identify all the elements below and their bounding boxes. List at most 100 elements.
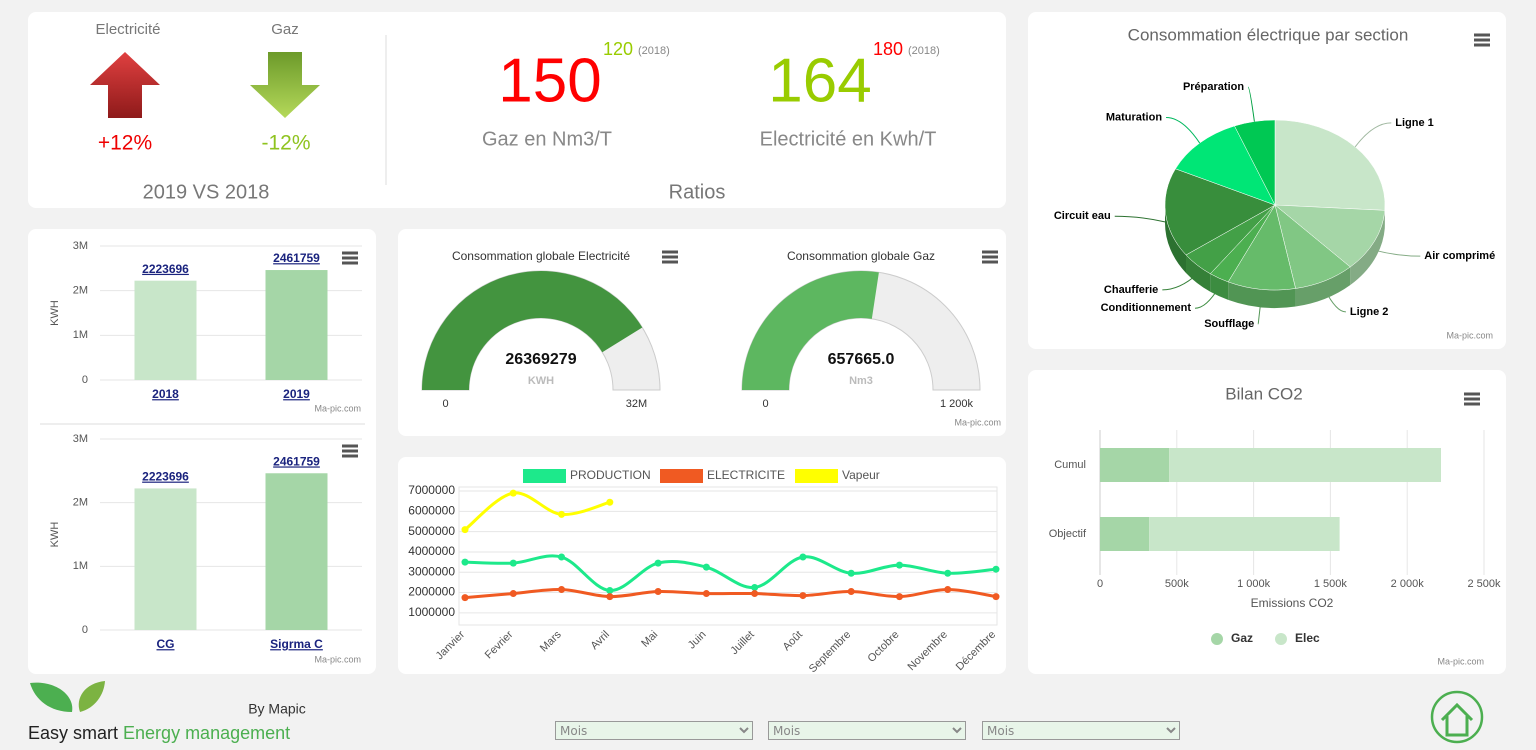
marker bbox=[799, 592, 807, 600]
gauge-value bbox=[422, 270, 643, 390]
menu-button[interactable] bbox=[662, 255, 678, 259]
gauge-value bbox=[742, 271, 879, 390]
chart-title: Bilan CO2 bbox=[1225, 384, 1302, 403]
data-label: 2461759 bbox=[273, 251, 320, 265]
label-connector bbox=[1354, 122, 1392, 148]
legend-label[interactable]: ELECTRICITE bbox=[707, 468, 785, 482]
menu-button[interactable] bbox=[342, 251, 358, 255]
marker bbox=[558, 585, 566, 593]
marker bbox=[606, 498, 614, 506]
y-axis-label: KWH bbox=[49, 522, 61, 548]
menu-button[interactable] bbox=[662, 260, 678, 264]
plot-frame bbox=[458, 486, 998, 626]
y-tick-label: 0 bbox=[82, 374, 88, 386]
legend-marker[interactable] bbox=[1211, 633, 1223, 645]
y-tick-label: 6000000 bbox=[408, 504, 455, 518]
data-label: 2461759 bbox=[273, 454, 320, 468]
menu-button[interactable] bbox=[982, 255, 998, 259]
credit: Ma-pic.com bbox=[314, 403, 361, 413]
brand: Easy smart Energy management bbox=[28, 723, 290, 743]
x-tick-label: 1 500k bbox=[1314, 578, 1348, 590]
slice-side bbox=[1186, 254, 1211, 292]
menu-button[interactable] bbox=[1474, 43, 1490, 47]
label-connector bbox=[1324, 289, 1346, 313]
legend-label[interactable]: Gaz bbox=[1231, 631, 1253, 645]
slice bbox=[1274, 119, 1386, 211]
gauge-unit: Nm3 bbox=[849, 375, 873, 387]
data-label: 2223696 bbox=[142, 262, 189, 276]
legend-label[interactable]: Vapeur bbox=[842, 468, 880, 482]
menu-button[interactable] bbox=[342, 444, 358, 448]
menu-button[interactable] bbox=[1464, 392, 1480, 396]
ratio-year: (2018) bbox=[908, 45, 940, 57]
slice-label: Maturation bbox=[1106, 111, 1163, 123]
line bbox=[464, 491, 611, 531]
slice bbox=[1164, 168, 1276, 256]
data-label: 2223696 bbox=[142, 470, 189, 484]
credit: Ma-pic.com bbox=[1437, 656, 1484, 666]
y-tick-label: 0 bbox=[82, 624, 88, 636]
legend-swatch[interactable] bbox=[523, 469, 566, 483]
menu-button[interactable] bbox=[342, 256, 358, 260]
month-select[interactable]: Mois bbox=[768, 721, 966, 740]
bar bbox=[134, 488, 197, 630]
kpi-change: -12% bbox=[261, 132, 310, 155]
label-connector bbox=[1374, 249, 1421, 257]
y-tick-label: Cumul bbox=[1054, 459, 1086, 471]
menu-button[interactable] bbox=[1464, 402, 1480, 406]
slice bbox=[1175, 125, 1276, 206]
month-select[interactable]: Mois bbox=[555, 721, 753, 740]
legend-marker[interactable] bbox=[1275, 633, 1287, 645]
x-tick-label: 2 500k bbox=[1467, 578, 1501, 590]
y-tick-label: 2000000 bbox=[408, 585, 455, 599]
menu-button[interactable] bbox=[982, 250, 998, 254]
ratio-previous: 120 bbox=[603, 39, 633, 59]
menu-button[interactable] bbox=[662, 250, 678, 254]
bar-segment bbox=[1149, 517, 1340, 551]
marker bbox=[509, 489, 517, 497]
credit: Ma-pic.com bbox=[954, 417, 1001, 427]
marker bbox=[944, 585, 952, 593]
gauge-title: Consommation globale Gaz bbox=[787, 249, 935, 263]
slice-label: Préparation bbox=[1183, 81, 1244, 93]
menu-button[interactable] bbox=[342, 454, 358, 458]
bar bbox=[265, 473, 328, 630]
menu-button[interactable] bbox=[1474, 33, 1490, 37]
month-select[interactable]: Mois bbox=[982, 721, 1180, 740]
slice bbox=[1234, 119, 1276, 206]
marker bbox=[992, 593, 1000, 601]
menu-button[interactable] bbox=[982, 260, 998, 264]
marker bbox=[895, 593, 903, 601]
legend-swatch[interactable] bbox=[795, 469, 838, 483]
marker bbox=[509, 559, 517, 567]
slice-label: Ligne 2 bbox=[1350, 306, 1389, 318]
slice-side bbox=[1228, 281, 1296, 308]
marker bbox=[654, 559, 662, 567]
ratio-value: 164 bbox=[768, 46, 871, 115]
gauge-value-label: 26369279 bbox=[505, 351, 576, 368]
y-axis-label: KWH bbox=[49, 300, 61, 326]
home-button[interactable] bbox=[1430, 690, 1484, 744]
menu-button[interactable] bbox=[1464, 397, 1480, 401]
legend-label[interactable]: PRODUCTION bbox=[570, 468, 651, 482]
kpi-label: Electricité bbox=[95, 21, 160, 38]
menu-button[interactable] bbox=[1474, 38, 1490, 42]
gauge-tick-label: 32M bbox=[626, 398, 647, 410]
menu-button[interactable] bbox=[342, 261, 358, 265]
bar-segment bbox=[1169, 448, 1441, 482]
marker bbox=[799, 553, 807, 561]
slice-label: Circuit eau bbox=[1054, 210, 1111, 222]
menu-button[interactable] bbox=[342, 449, 358, 453]
up-arrow bbox=[90, 52, 160, 118]
logo-leaf bbox=[30, 682, 73, 712]
slice-side bbox=[1350, 210, 1385, 285]
marker bbox=[847, 569, 855, 577]
marker bbox=[944, 569, 952, 577]
legend-label[interactable]: Elec bbox=[1295, 631, 1320, 645]
logo-leaf bbox=[78, 681, 105, 712]
credit: Ma-pic.com bbox=[314, 654, 361, 664]
legend-swatch[interactable] bbox=[660, 469, 703, 483]
slice-side bbox=[1295, 266, 1351, 307]
gauge-tick-label: 0 bbox=[442, 398, 448, 410]
marker bbox=[751, 583, 759, 591]
